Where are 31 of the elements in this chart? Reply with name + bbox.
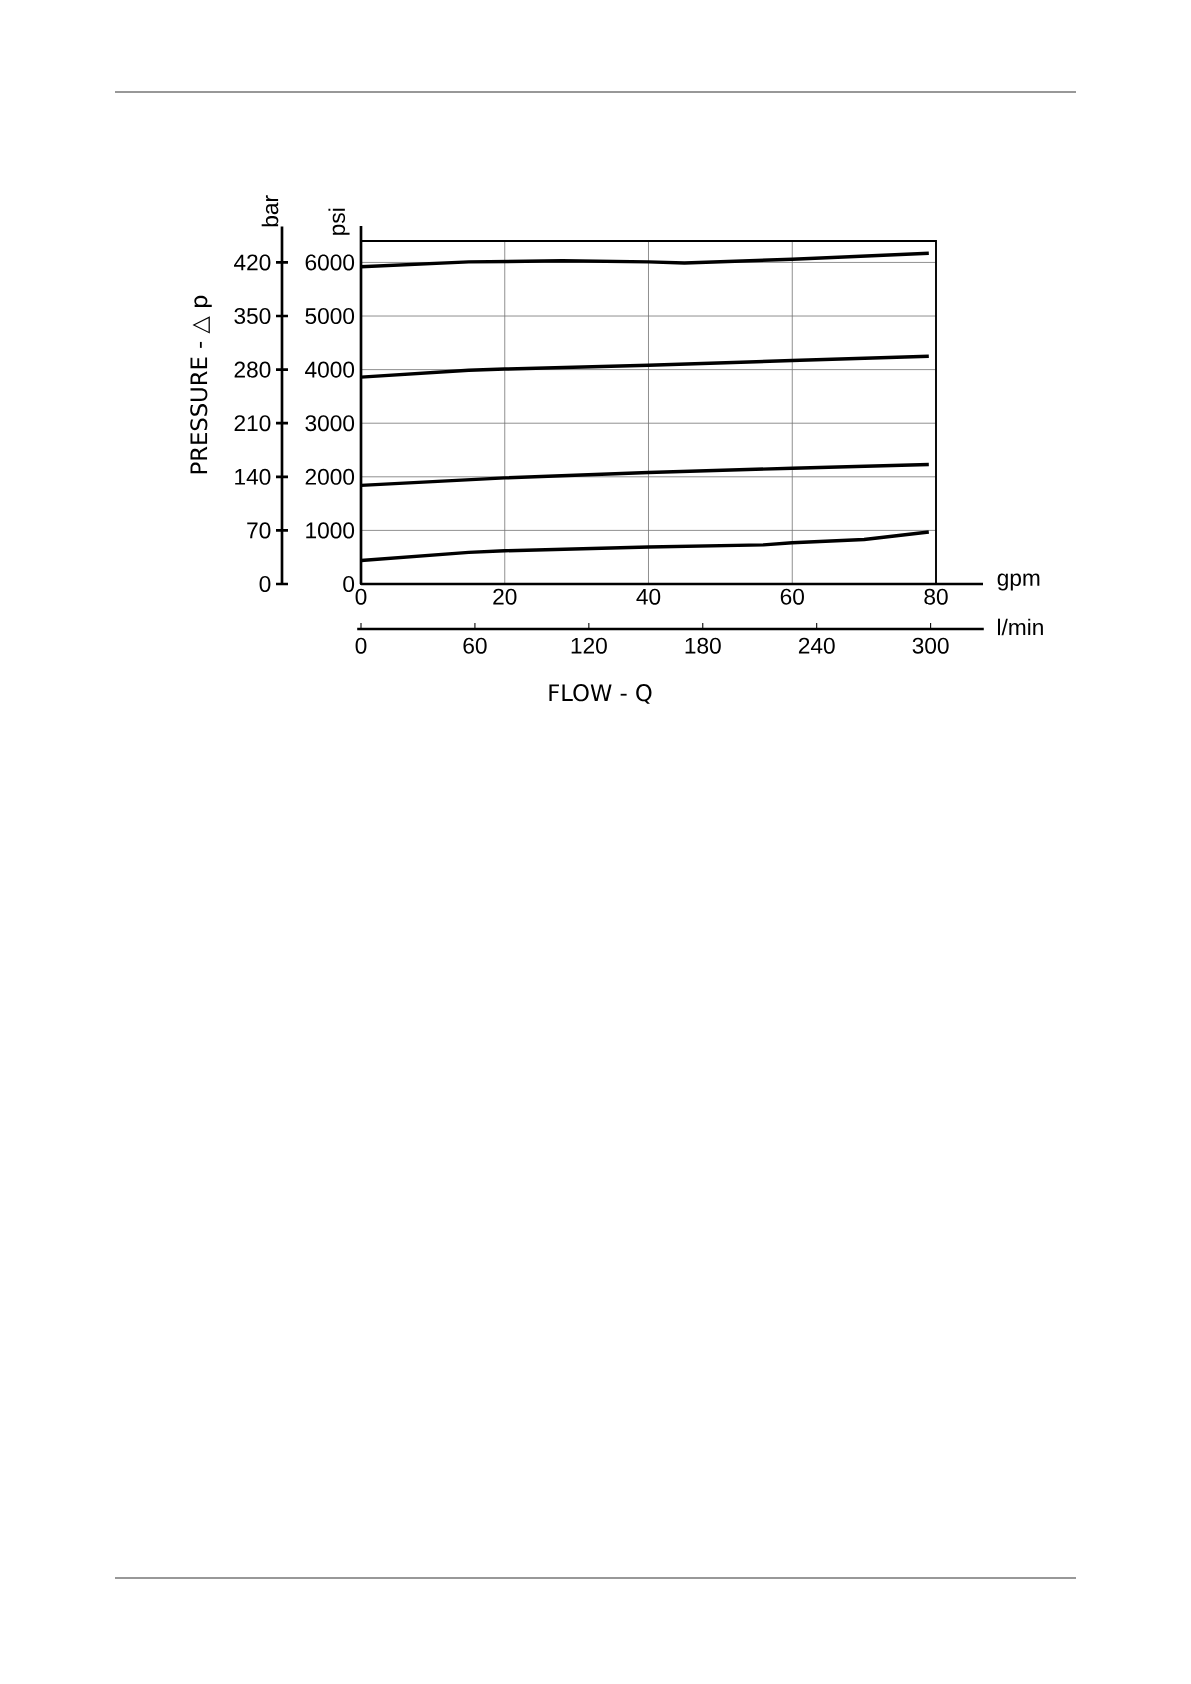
y2-tick-label: 280 [234, 361, 271, 378]
x2-tick-label: 120 [571, 637, 607, 654]
x2-tick-label: 240 [798, 637, 835, 654]
x-tick-label: 20 [493, 588, 517, 605]
y2-tick-label: 0 [259, 575, 271, 593]
x2-axis-title: l/min [998, 618, 1043, 636]
y2-tick-label: 210 [234, 415, 271, 432]
x-tick-label: 80 [924, 588, 948, 605]
x2-tick-label: 300 [912, 637, 949, 654]
x-tick-label: 0 [355, 588, 367, 605]
x-tick-label: 60 [780, 588, 804, 605]
y2-axis-title: bar [261, 195, 279, 227]
y2-tick-label: 420 [234, 254, 271, 271]
x2-tick-label: 0 [355, 637, 367, 654]
y-tick-label: 3000 [305, 415, 355, 432]
y-tick-label: 0 [343, 575, 355, 593]
x-axis-title: gpm [997, 573, 1040, 591]
text: PRESSURE - △ p [190, 295, 212, 474]
y-axis-title: psi [328, 208, 350, 235]
y-tick-label: 1000 [306, 522, 355, 539]
y2-tick-label: 70 [247, 522, 271, 539]
x2-tick-label: 60 [463, 637, 487, 654]
y-tick-label: 6000 [305, 254, 355, 271]
x-tick-label: 40 [636, 588, 661, 605]
y2-tick-label: 140 [235, 468, 271, 485]
x2-tick-label: 180 [685, 637, 721, 654]
y-tick-label: 2000 [305, 468, 355, 485]
y-tick-label: 4000 [305, 361, 355, 378]
y2-tick-label: 350 [234, 307, 271, 325]
text: FLOW - Q [549, 684, 652, 704]
y-tick-label: 5000 [305, 308, 355, 325]
